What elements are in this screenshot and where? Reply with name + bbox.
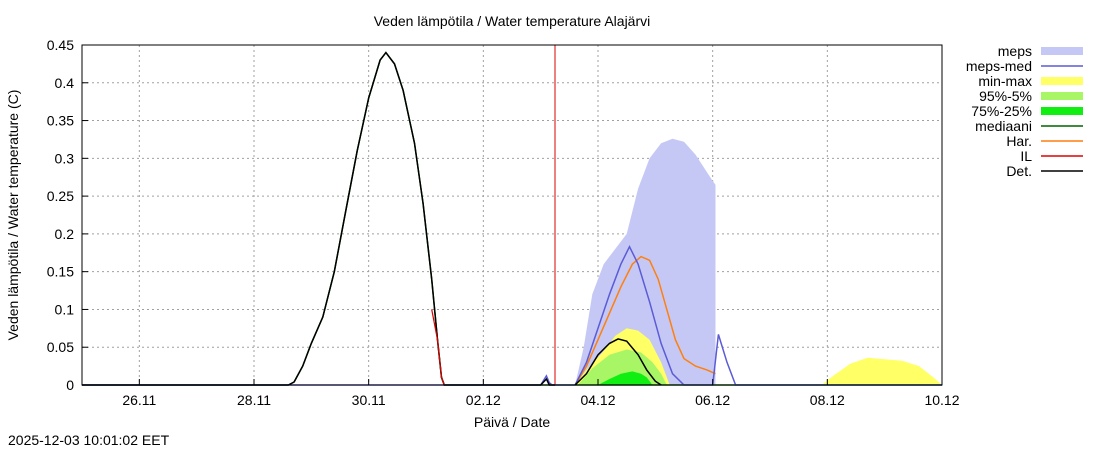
legend-swatch xyxy=(1041,77,1083,85)
legend-label: meps xyxy=(998,43,1032,59)
x-tick-label: 02.12 xyxy=(466,392,501,408)
legend-label: min-max xyxy=(978,73,1032,89)
legend-label: Har. xyxy=(1006,133,1032,149)
y-tick-label: 0.2 xyxy=(55,226,75,242)
legend-label: 95%-5% xyxy=(979,88,1032,104)
y-tick-label: 0.1 xyxy=(55,301,75,317)
y-tick-label: 0.15 xyxy=(47,264,74,280)
legend-label: 75%-25% xyxy=(971,103,1032,119)
det-forecast-line xyxy=(574,338,662,386)
legend-label: Det. xyxy=(1006,163,1032,179)
grid xyxy=(82,45,942,385)
x-tick-label: 08.12 xyxy=(810,392,845,408)
chart-title: Veden lämpötila / Water temperature Alaj… xyxy=(374,13,651,29)
y-tick-label: 0.35 xyxy=(47,113,74,129)
x-axis-ticks: 26.11 28.11 30.11 02.12 04.12 06.12 08.12 10.12 xyxy=(122,379,960,408)
plot-frame xyxy=(81,44,943,386)
y-tick-label: 0 xyxy=(66,377,74,393)
meps-band xyxy=(575,138,716,385)
x-tick-label: 26.11 xyxy=(122,392,156,408)
il-trace xyxy=(431,309,445,386)
x-tick-label: 04.12 xyxy=(580,392,615,408)
y-axis-label: Veden lämpötila / Water temperature (C) xyxy=(5,90,21,341)
x-tick-label: 28.11 xyxy=(237,392,271,408)
y-tick-label: 0.45 xyxy=(47,37,74,53)
legend-swatch xyxy=(1041,47,1083,55)
p75-25-band xyxy=(598,371,653,385)
timestamp: 2025-12-03 10:01:02 EET xyxy=(8,432,170,448)
y-tick-label: 0.3 xyxy=(55,150,75,166)
meps-med-line xyxy=(82,245,942,386)
x-axis-label: Päivä / Date xyxy=(474,414,550,430)
y-tick-label: 0.05 xyxy=(47,339,74,355)
legend-swatch xyxy=(1041,107,1083,115)
x-tick-label: 06.12 xyxy=(695,392,730,408)
bands xyxy=(575,138,942,385)
x-tick-label: 30.11 xyxy=(352,392,386,408)
har-line xyxy=(574,255,716,386)
y-tick-label: 0.4 xyxy=(55,75,75,91)
y-tick-label: 0.25 xyxy=(47,188,74,204)
legend: mepsmeps-medmin-max95%-5%75%-25%mediaani… xyxy=(966,43,1083,179)
y-axis-ticks: 0 0.05 0.1 0.15 0.2 0.25 0.3 0.35 0.4 0.45 xyxy=(47,37,88,393)
legend-label: mediaani xyxy=(975,118,1032,134)
legend-swatch xyxy=(1041,92,1083,100)
x-tick-label: 10.12 xyxy=(924,392,959,408)
legend-label: IL xyxy=(1020,148,1032,164)
legend-label: meps-med xyxy=(966,58,1032,74)
minmax-band xyxy=(575,328,942,385)
